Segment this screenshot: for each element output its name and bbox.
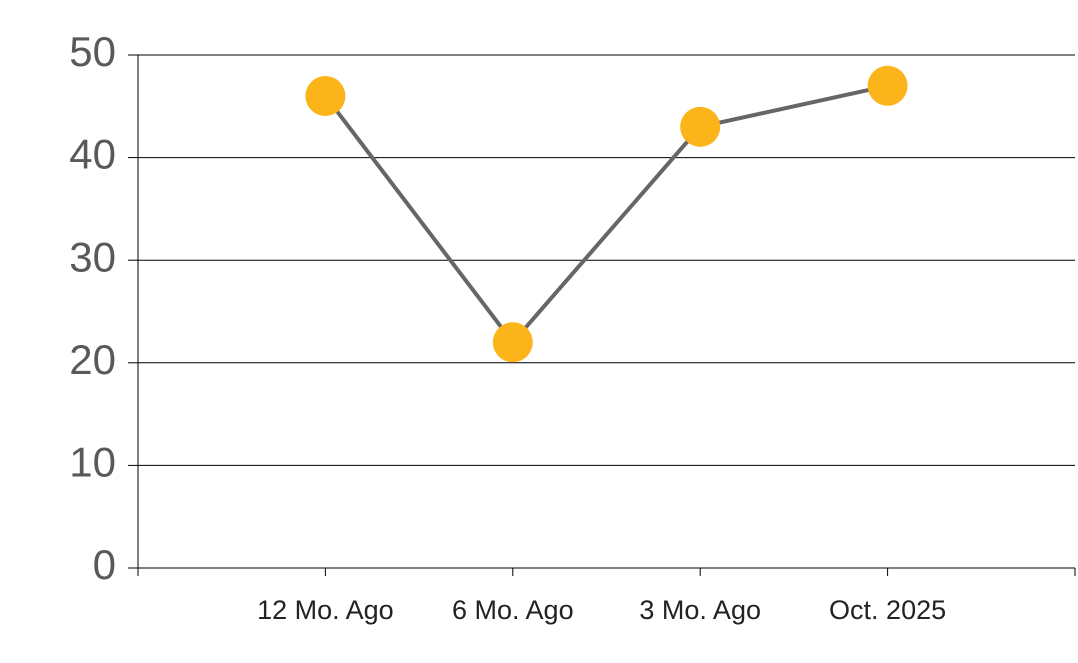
y-tick-label: 40	[69, 131, 116, 178]
x-tick-label: 12 Mo. Ago	[257, 595, 394, 625]
x-tick-label: Oct. 2025	[829, 595, 946, 625]
y-tick-label: 30	[69, 233, 116, 280]
y-tick-label: 0	[93, 541, 116, 588]
data-point	[867, 65, 908, 106]
data-point	[492, 322, 533, 363]
data-line	[323, 83, 889, 346]
x-tick-label: 6 Mo. Ago	[452, 595, 574, 625]
y-tick-label: 20	[69, 336, 116, 383]
data-point	[680, 106, 721, 147]
data-point	[305, 76, 346, 117]
x-tick-label: 3 Mo. Ago	[639, 595, 761, 625]
y-tick-label: 50	[69, 28, 116, 75]
y-tick-label: 10	[69, 438, 116, 485]
